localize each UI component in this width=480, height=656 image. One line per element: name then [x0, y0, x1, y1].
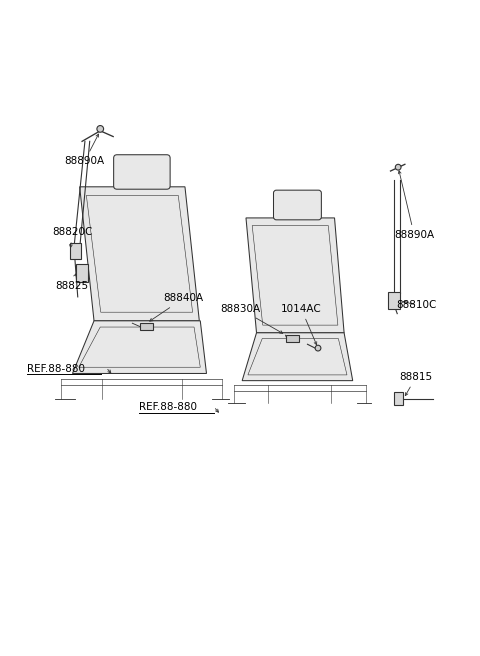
Text: REF.88-880: REF.88-880 — [27, 363, 85, 374]
Circle shape — [396, 164, 401, 170]
Bar — [140, 323, 154, 330]
Polygon shape — [246, 218, 344, 333]
Bar — [76, 264, 88, 282]
Polygon shape — [72, 321, 206, 373]
Text: 88840A: 88840A — [150, 293, 204, 321]
Text: 88815: 88815 — [399, 372, 432, 396]
Text: 88825: 88825 — [55, 274, 88, 291]
Text: 88810C: 88810C — [396, 300, 436, 310]
Bar — [394, 392, 403, 405]
Text: REF.88-880: REF.88-880 — [140, 402, 197, 412]
Text: 88890A: 88890A — [394, 171, 434, 240]
Polygon shape — [80, 187, 199, 321]
Bar — [286, 335, 300, 342]
Bar — [71, 243, 81, 259]
Circle shape — [315, 345, 321, 351]
Text: 88890A: 88890A — [64, 134, 105, 167]
FancyBboxPatch shape — [114, 155, 170, 189]
Bar — [388, 292, 400, 309]
Text: 88830A: 88830A — [220, 304, 283, 333]
Text: 88820C: 88820C — [52, 227, 93, 247]
Polygon shape — [242, 333, 353, 380]
Text: 1014AC: 1014AC — [281, 304, 322, 344]
FancyBboxPatch shape — [274, 190, 322, 220]
Circle shape — [97, 125, 104, 133]
